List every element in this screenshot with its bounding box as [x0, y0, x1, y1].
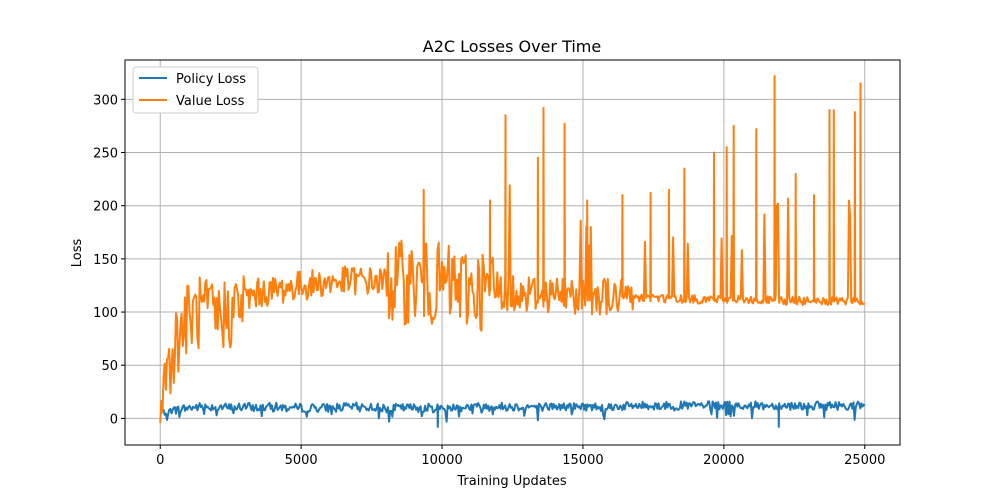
y-axis-label: Loss [70, 239, 85, 268]
x-tick-label: 20000 [703, 453, 744, 468]
grid-lines [125, 60, 900, 445]
x-tick-label: 25000 [844, 453, 885, 468]
y-tick-label: 100 [93, 306, 118, 321]
x-tick-label: 5000 [285, 453, 318, 468]
y-tick-label: 0 [110, 412, 118, 427]
legend: Policy Loss Value Loss [132, 66, 259, 114]
chart-title: A2C Losses Over Time [423, 37, 601, 56]
x-axis-label: Training Updates [456, 474, 567, 489]
legend-policy-loss-label: Policy Loss [176, 72, 246, 87]
plot-area [159, 75, 866, 428]
legend-value-loss-label: Value Loss [176, 94, 245, 109]
y-tick-label: 300 [93, 93, 118, 108]
y-tick-label: 200 [93, 200, 118, 215]
value-loss-line [159, 75, 865, 423]
y-tick-label: 50 [101, 359, 118, 374]
axis-ticks: 0 5000 10000 15000 20000 25000 0 50 100 150 200 250… [93, 93, 885, 468]
policy-loss-line [160, 400, 866, 428]
x-tick-label: 10000 [421, 453, 462, 468]
axes-frame [124, 59, 901, 446]
y-tick-label: 250 [93, 147, 118, 162]
x-tick-label: 15000 [562, 453, 603, 468]
x-tick-label: 0 [156, 453, 164, 468]
y-tick-label: 150 [93, 253, 118, 268]
